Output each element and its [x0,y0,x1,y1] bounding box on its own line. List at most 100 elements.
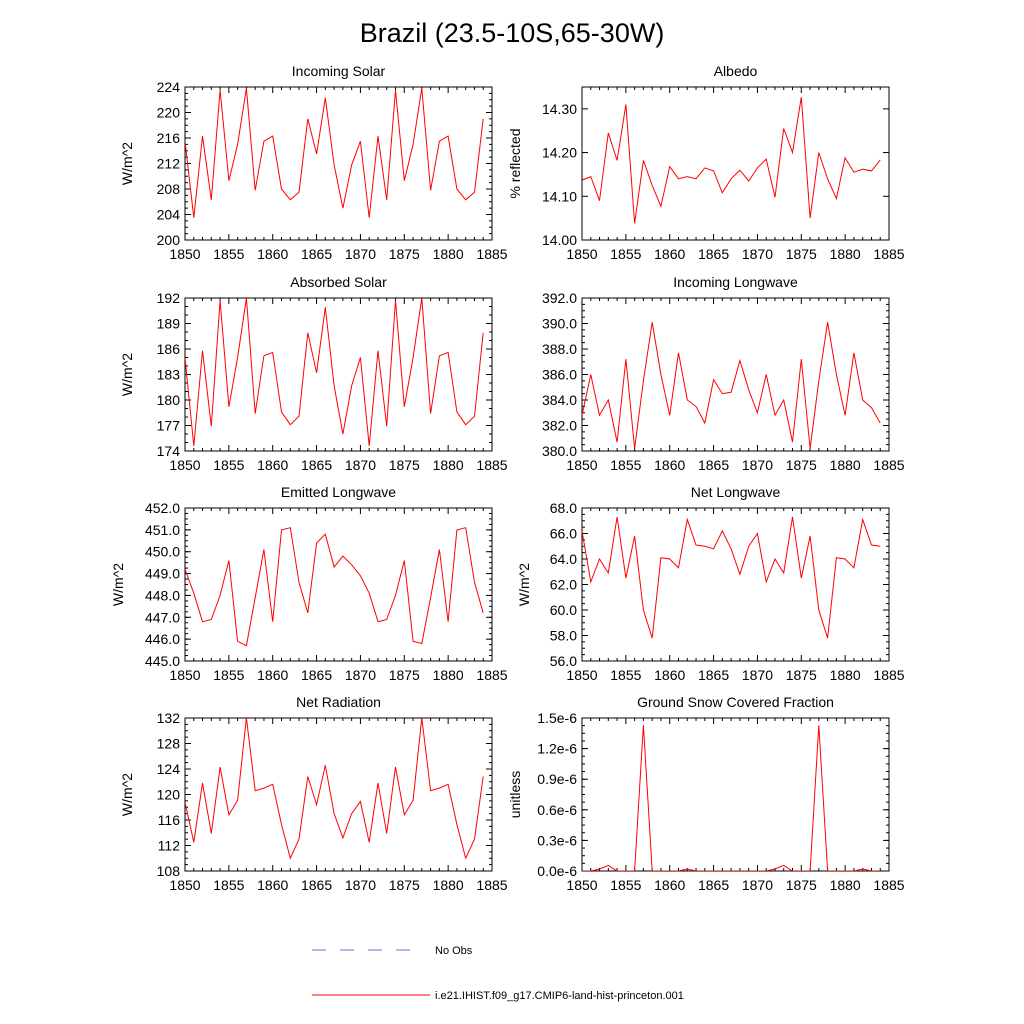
panel-title: Incoming Solar [292,63,386,79]
legend-label-no-obs: No Obs [435,945,473,957]
series-line [185,298,484,446]
y-tick-label: 216 [157,130,181,146]
y-tick-label: 116 [158,812,181,828]
y-tick-label: 112 [158,838,181,854]
x-tick-label: 1885 [873,246,904,262]
x-tick-label: 1870 [742,457,773,473]
y-axis-label: % reflected [507,128,523,198]
x-tick-label: 1855 [213,667,244,683]
x-tick-label: 1850 [566,667,597,683]
x-tick-label: 1870 [345,457,376,473]
x-tick-label: 1885 [476,877,507,893]
y-tick-label: 200 [157,232,181,248]
plot-frame [581,507,890,662]
y-tick-label: 0.6e-6 [537,802,577,818]
panel-grid: 1850 1855 1860 1865 1870 1875 1880 1885 200 204 20… [110,63,905,893]
panel-net-radiation: 1850 1855 1860 1865 1870 1875 1880 1885 108 112 11… [119,694,508,893]
series-line [185,718,484,860]
panel-emitted-longwave: 1850 1855 1860 1865 1870 1875 1880 1885 445.0 446… [110,484,508,683]
x-tick-label: 1860 [654,667,685,683]
y-tick-label: 56.0 [550,653,577,669]
y-axis-label: W/m^2 [110,563,126,606]
series-line [582,516,881,639]
y-tick-label: 14.00 [542,232,577,248]
plot-frame [184,86,493,241]
panel-title: Absorbed Solar [290,274,387,290]
y-tick-label: 14.20 [542,145,577,161]
figure-title: Brazil (23.5-10S,65-30W) [360,18,665,48]
legend: No Obs i.e21.IHIST.f09_g17.CMIP6-land-hi… [312,945,684,1002]
y-axis-label: W/m^2 [119,353,135,396]
x-tick-label: 1885 [476,667,507,683]
panel-absorbed-solar: 1850 1855 1860 1865 1870 1875 1880 1885 174 177 18… [119,274,508,473]
y-tick-label: 0.9e-6 [537,771,577,787]
panel-title: Ground Snow Covered Fraction [637,694,834,710]
y-tick-label: 388.0 [542,341,577,357]
y-axis-label: W/m^2 [119,142,135,185]
y-tick-label: 124 [157,761,181,777]
y-tick-label: 177 [157,418,181,434]
y-tick-label: 1.5e-6 [537,710,577,726]
y-tick-label: 452.0 [145,500,180,516]
x-tick-label: 1860 [257,246,288,262]
x-tick-label: 1870 [742,667,773,683]
y-tick-label: 68.0 [550,500,577,516]
y-tick-label: 0.3e-6 [537,832,577,848]
y-tick-label: 386.0 [542,367,577,383]
y-tick-label: 174 [157,443,181,459]
x-tick-label: 1850 [566,457,597,473]
x-tick-label: 1875 [786,877,817,893]
x-tick-label: 1870 [742,246,773,262]
plot-frame [581,297,890,452]
panel-title: Net Longwave [691,484,781,500]
y-tick-label: 186 [157,341,181,357]
legend-label-model-run: i.e21.IHIST.f09_g17.CMIP6-land-hist-prin… [435,990,684,1002]
x-tick-label: 1870 [345,246,376,262]
y-tick-label: 449.0 [145,566,180,582]
y-tick-label: 183 [157,367,181,383]
panel-title: Emitted Longwave [281,484,396,500]
x-tick-label: 1880 [830,246,861,262]
x-tick-label: 1875 [389,246,420,262]
y-tick-label: 224 [157,79,181,95]
y-tick-label: 66.0 [550,526,577,542]
x-tick-label: 1860 [257,667,288,683]
x-tick-label: 1885 [873,877,904,893]
y-tick-label: 192 [157,290,181,306]
y-axis-label: W/m^2 [119,773,135,816]
y-tick-label: 14.30 [542,101,577,117]
series-line [185,527,484,647]
y-axis-label: unitless [507,771,523,818]
y-tick-label: 128 [157,736,181,752]
y-tick-label: 1.2e-6 [537,741,577,757]
x-tick-label: 1860 [654,877,685,893]
panel-title: Net Radiation [296,694,381,710]
x-tick-label: 1880 [433,877,464,893]
x-tick-label: 1850 [169,667,200,683]
panel-incoming-solar: 1850 1855 1860 1865 1870 1875 1880 1885 200 204 20… [119,63,508,262]
y-tick-label: 220 [157,105,181,121]
x-tick-label: 1880 [433,246,464,262]
y-tick-label: 0.0e-6 [537,863,577,879]
x-tick-label: 1865 [301,877,332,893]
x-tick-label: 1860 [257,877,288,893]
x-tick-label: 1865 [698,667,729,683]
x-tick-label: 1850 [169,457,200,473]
x-tick-label: 1855 [610,877,641,893]
y-tick-label: 189 [157,316,181,332]
x-tick-label: 1880 [830,667,861,683]
x-tick-label: 1855 [213,246,244,262]
y-tick-label: 120 [157,787,181,803]
plot-frame [581,86,890,241]
y-tick-label: 204 [157,207,181,223]
y-tick-label: 108 [157,863,181,879]
x-tick-label: 1870 [742,877,773,893]
panel-incoming-longwave: 1850 1855 1860 1865 1870 1875 1880 1885 380.0 382… [542,274,905,473]
x-tick-label: 1860 [654,457,685,473]
panel-albedo: 1850 1855 1860 1865 1870 1875 1880 1885 14.00 14.… [507,63,905,262]
x-tick-label: 1855 [610,457,641,473]
series-line [185,88,484,218]
y-tick-label: 451.0 [145,522,180,538]
x-tick-label: 1865 [698,877,729,893]
